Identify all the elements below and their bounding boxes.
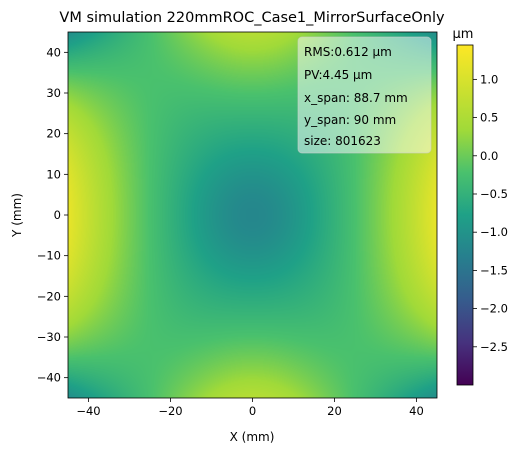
y-tick-label: 40 — [46, 45, 61, 59]
colorbar-tick-label: −1.5 — [480, 263, 508, 277]
stat-size: size: 801623 — [304, 134, 381, 148]
y-axis-label: Y (mm) — [10, 193, 24, 238]
stat-x-span: x_span: 88.7 mm — [304, 91, 408, 105]
stats-box: RMS:0.612 μm PV:4.45 μm x_span: 88.7 mm … — [297, 36, 432, 154]
y-tick-label: 10 — [46, 167, 61, 181]
colorbar-ticks: −2.5 −2.0 −1.5 −1.0 −0.5 0.0 0.5 1.0 — [473, 72, 508, 354]
x-tick-label: 0 — [249, 404, 256, 418]
colorbar-tick-label: 0.5 — [480, 111, 498, 125]
colorbar-label: μm — [453, 27, 474, 42]
x-tick-label: −20 — [158, 404, 182, 418]
x-tick-label: −40 — [76, 404, 100, 418]
colorbar-tick-label: −1.0 — [480, 225, 508, 239]
stat-y-span: y_span: 90 mm — [304, 113, 396, 127]
colorbar-tick-label: 1.0 — [480, 72, 498, 86]
colorbar-tick-label: −2.5 — [480, 340, 508, 354]
y-tick-label: −40 — [37, 371, 61, 385]
x-tick-label: 40 — [409, 404, 424, 418]
y-tick-label: −20 — [37, 289, 61, 303]
x-axis-label: X (mm) — [230, 430, 275, 444]
stat-rms: RMS:0.612 μm — [304, 45, 392, 59]
colorbar-tick-label: −2.0 — [480, 302, 508, 316]
stat-pv: PV:4.45 μm — [304, 68, 372, 82]
y-tick-label: 0 — [54, 208, 61, 222]
y-tick-label: 30 — [46, 86, 61, 100]
y-tick-label: 20 — [46, 127, 61, 141]
colorbar: μm −2.5 −2.0 −1.5 −1.0 −0.5 0.0 0.5 1.0 — [453, 27, 508, 386]
y-tick-label: −30 — [37, 330, 61, 344]
colorbar-gradient — [456, 44, 474, 386]
chart-title: VM simulation 220mmROC_Case1_MirrorSurfa… — [59, 10, 445, 26]
colorbar-tick-label: 0.0 — [480, 149, 498, 163]
x-tick-label: 20 — [327, 404, 342, 418]
x-axis: −40 −20 0 20 40 — [76, 398, 424, 418]
y-tick-label: −10 — [37, 249, 61, 263]
colorbar-tick-label: −0.5 — [480, 187, 508, 201]
y-axis: −40 −30 −20 −10 0 10 20 30 40 — [37, 45, 68, 385]
